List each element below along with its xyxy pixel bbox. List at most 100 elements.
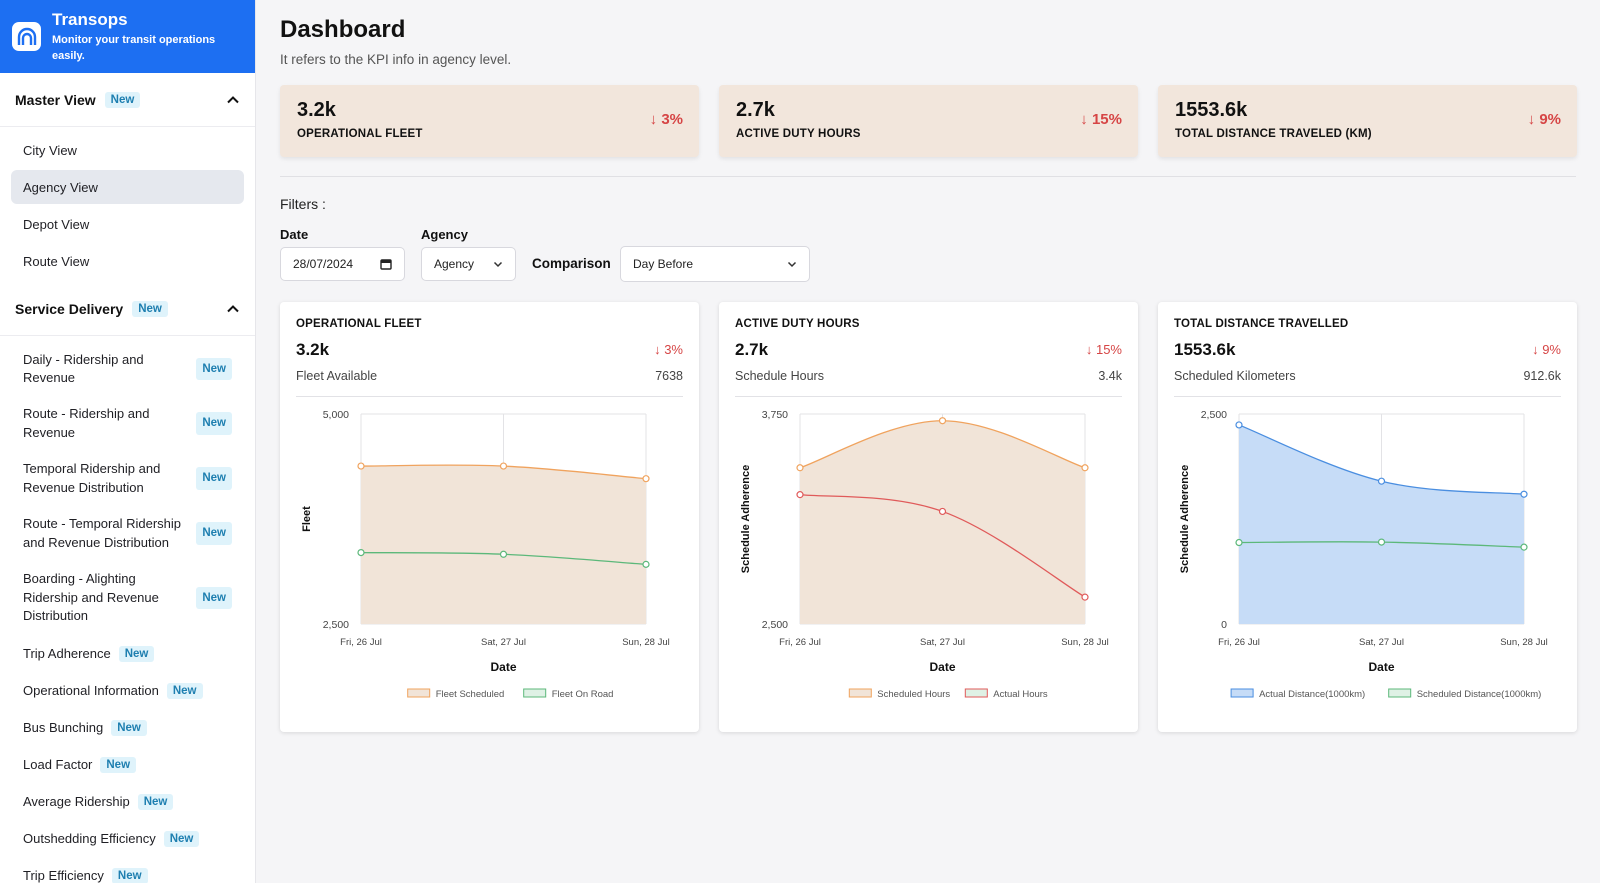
brand-title: Transops: [52, 9, 128, 29]
card-metric-value: 912.6k: [1523, 369, 1561, 383]
data-point: [1235, 421, 1243, 429]
legend-label: Actual Hours: [993, 689, 1048, 700]
new-badge: New: [163, 830, 200, 847]
new-badge: New: [196, 357, 232, 381]
x-tick-label: Fri, 26 Jul: [1218, 637, 1260, 648]
y-tick-label: 0: [1221, 619, 1227, 631]
card-metric-label: Schedule Hours: [735, 369, 824, 383]
chart-active-duty-hours: 3,750 2,500 Fri, 26 Jul Sat, 27 Jul Sun, 28 …: [740, 409, 1109, 700]
new-badge: New: [196, 412, 232, 435]
x-axis-label: Date: [1368, 660, 1394, 674]
sidebar-item-trip-adherence[interactable]: Trip Adherence New: [0, 635, 255, 672]
sidebar-item-route-temporal-ridership[interactable]: Route - Temporal Ridership and Revenue D…: [0, 506, 255, 561]
kpi-card-operational-fleet: 3.2k OPERATIONAL FLEET ↓ 3%: [280, 85, 699, 157]
new-badge: New: [104, 91, 141, 108]
x-tick-label: Sat, 27 Jul: [920, 637, 965, 648]
date-value: 28/07/2024: [293, 257, 354, 271]
card-value: 1553.6k: [1174, 340, 1236, 359]
section-title: Service Delivery: [15, 300, 124, 317]
x-tick-label: Sat, 27 Jul: [481, 637, 526, 648]
chart-card-active-duty-hours: ACTIVE DUTY HOURS 2.7k ↓ 15% Schedule Ho…: [719, 302, 1138, 732]
sidebar: Transops Monitor your transit operations…: [0, 0, 256, 883]
card-change-value: 9%: [1542, 342, 1561, 357]
sidebar-item-label: Route View: [23, 254, 90, 269]
sidebar-item-agency-view[interactable]: Agency View: [11, 170, 244, 204]
legend-swatch: [848, 688, 872, 698]
filters-title: Filters :: [280, 196, 326, 212]
chevron-up-icon[interactable]: [226, 93, 240, 107]
x-axis-label: Date: [490, 660, 516, 674]
sidebar-item-load-factor[interactable]: Load Factor New: [0, 746, 255, 783]
section-master-view[interactable]: Master View New: [0, 73, 255, 127]
data-point: [357, 549, 365, 557]
divider: [1174, 396, 1561, 397]
section-service-delivery[interactable]: Service Delivery New: [0, 282, 255, 336]
new-badge: New: [111, 867, 148, 883]
card-metric-value: 7638: [655, 369, 683, 383]
kpi-change-value: 9%: [1539, 111, 1561, 128]
card-change: ↓ 3%: [654, 342, 683, 357]
arrow-down-icon: ↓: [654, 342, 661, 357]
kpi-value: 2.7k: [736, 99, 775, 121]
agency-select[interactable]: Agency: [421, 247, 516, 281]
sidebar-item-boarding-alighting[interactable]: Boarding - Alighting Ridership and Reven…: [0, 561, 255, 635]
sidebar-item-city-view[interactable]: City View: [0, 132, 255, 169]
card-change: ↓ 15%: [1086, 342, 1122, 357]
kpi-card-total-distance: 1553.6k TOTAL DISTANCE TRAVELED (KM) ↓ 9…: [1158, 85, 1577, 157]
main-content: Dashboard It refers to the KPI info in a…: [256, 0, 1600, 883]
sidebar-item-route-view[interactable]: Route View: [0, 243, 255, 280]
sidebar-item-label: Route - Temporal Ridership and Revenue D…: [23, 516, 181, 550]
x-tick-label: Sun, 28 Jul: [1061, 637, 1109, 648]
legend-label: Fleet On Road: [552, 689, 614, 700]
sidebar-item-label: City View: [23, 143, 77, 158]
data-point: [1377, 477, 1386, 485]
data-point: [938, 507, 947, 516]
data-point: [938, 417, 947, 425]
legend-label: Scheduled Hours: [877, 689, 950, 700]
sidebar-item-operational-information[interactable]: Operational Information New: [0, 672, 255, 709]
card-value: 2.7k: [735, 340, 769, 359]
sidebar-item-depot-view[interactable]: Depot View: [0, 206, 255, 243]
new-badge: New: [137, 793, 174, 810]
y-axis-label: Fleet: [301, 506, 313, 532]
legend-label: Scheduled Distance(1000km): [1417, 689, 1542, 700]
comparison-value: Day Before: [633, 257, 694, 271]
card-title: ACTIVE DUTY HOURS: [735, 318, 860, 330]
card-change-value: 3%: [664, 342, 683, 357]
sidebar-item-bus-bunching[interactable]: Bus Bunching New: [0, 709, 255, 746]
kpi-label: OPERATIONAL FLEET: [297, 128, 423, 140]
data-point: [796, 491, 804, 499]
chevron-up-icon[interactable]: [226, 302, 240, 316]
data-point: [1081, 464, 1089, 472]
new-badge: New: [111, 719, 147, 736]
card-metric-label: Scheduled Kilometers: [1174, 369, 1296, 383]
legend-label: Actual Distance(1000km): [1259, 689, 1365, 700]
sidebar-item-average-ridership[interactable]: Average Ridership New: [0, 783, 255, 820]
sidebar-item-outshedding-efficiency[interactable]: Outshedding Efficiency New: [0, 820, 255, 857]
comparison-label: Comparison: [532, 256, 611, 271]
date-input[interactable]: 28/07/2024: [280, 247, 405, 281]
sidebar-item-daily-ridership[interactable]: Daily - Ridership and Revenue New: [0, 342, 255, 396]
legend-swatch: [407, 688, 431, 698]
sidebar-item-route-ridership[interactable]: Route - Ridership and Revenue New: [0, 396, 255, 451]
sidebar-item-label: Agency View: [23, 179, 98, 195]
sidebar-item-label: Operational Information: [23, 683, 159, 698]
kpi-value: 3.2k: [297, 99, 336, 121]
chart-card-operational-fleet: OPERATIONAL FLEET 3.2k ↓ 3% Fleet Availa…: [280, 302, 699, 732]
sidebar-item-trip-efficiency[interactable]: Trip Efficiency New: [0, 857, 255, 883]
kpi-card-active-duty-hours: 2.7k ACTIVE DUTY HOURS ↓ 15%: [719, 85, 1138, 157]
legend-swatch: [1388, 688, 1412, 698]
divider: [280, 176, 1576, 177]
brand-header: Transops Monitor your transit operations…: [0, 0, 255, 73]
kpi-change-value: 3%: [661, 111, 683, 128]
legend-label: Fleet Scheduled: [436, 689, 505, 700]
sidebar-item-label: Bus Bunching: [23, 720, 104, 735]
comparison-select[interactable]: Day Before: [620, 246, 810, 282]
calendar-icon[interactable]: [380, 258, 392, 270]
sidebar-item-temporal-ridership[interactable]: Temporal Ridership and Revenue Distribut…: [0, 451, 255, 506]
card-value: 3.2k: [296, 340, 330, 359]
transops-logo-icon: [12, 22, 41, 51]
data-point: [796, 464, 804, 472]
legend-swatch: [964, 688, 988, 698]
series-area: [800, 420, 1085, 624]
